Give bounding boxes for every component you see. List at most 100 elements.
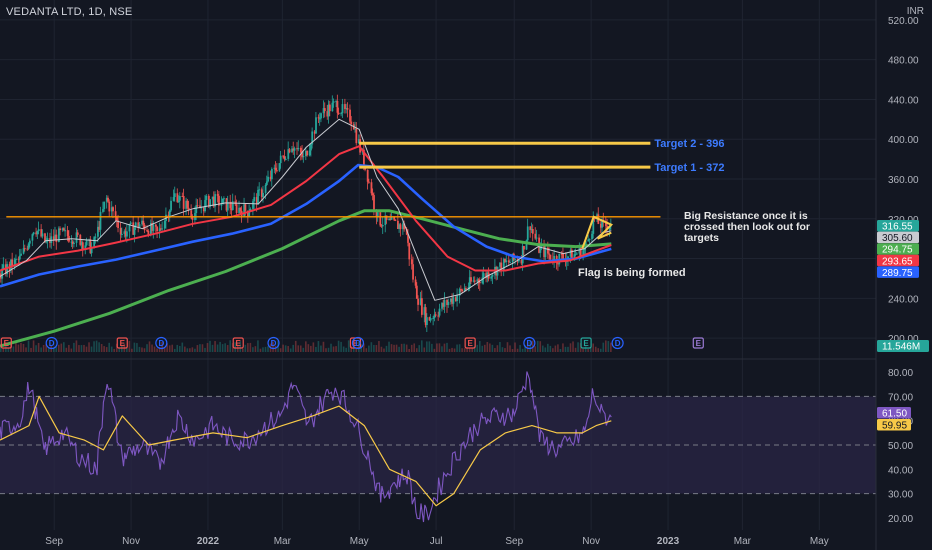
candle-body bbox=[178, 196, 181, 201]
candle-body bbox=[44, 233, 46, 242]
volume-bar bbox=[214, 341, 216, 352]
candle-body bbox=[518, 260, 520, 262]
candle-body bbox=[328, 104, 331, 112]
price-label-box bbox=[877, 266, 919, 278]
candle-body bbox=[340, 113, 343, 115]
candle-body bbox=[502, 259, 505, 272]
volume-bar bbox=[443, 343, 446, 352]
volume-bar bbox=[110, 346, 113, 352]
volume-bar bbox=[398, 346, 400, 352]
candle-body bbox=[112, 207, 114, 212]
volume-bar bbox=[375, 345, 378, 352]
volume-bar bbox=[136, 343, 138, 352]
rsi-tick-label: 70.00 bbox=[888, 392, 913, 403]
volume-bar bbox=[37, 342, 40, 352]
volume-bar bbox=[501, 347, 504, 352]
volume-bar bbox=[194, 348, 196, 352]
target-1-label: Target 1 - 372 bbox=[654, 162, 724, 174]
volume-bar bbox=[181, 342, 184, 352]
candle-body bbox=[264, 184, 267, 193]
price-label: 294.75 bbox=[882, 245, 913, 256]
candle-body bbox=[451, 298, 454, 304]
candle-body bbox=[310, 144, 312, 151]
volume-bar bbox=[15, 343, 17, 352]
candle-body bbox=[385, 215, 388, 221]
event-letter: D bbox=[355, 339, 361, 348]
rsi-tick-label: 20.00 bbox=[888, 514, 913, 525]
candle-body bbox=[357, 139, 360, 144]
volume-bar bbox=[310, 345, 312, 352]
candle-body bbox=[11, 259, 14, 267]
candle-body bbox=[485, 273, 488, 279]
volume-bar bbox=[45, 344, 47, 352]
volume-bar bbox=[340, 341, 342, 352]
volume-bar bbox=[176, 344, 179, 352]
price-label: 305.60 bbox=[882, 233, 913, 244]
candle-body bbox=[36, 231, 39, 235]
candle-body bbox=[123, 231, 126, 234]
volume-bar bbox=[209, 340, 211, 352]
candle-body bbox=[196, 205, 199, 207]
volume-bar bbox=[327, 347, 330, 352]
candle-body bbox=[470, 277, 472, 282]
candle-body bbox=[119, 228, 122, 235]
volume-label-box bbox=[877, 340, 929, 352]
event-letter: D bbox=[526, 339, 532, 348]
volume-bar bbox=[75, 340, 78, 352]
volume-bar bbox=[572, 341, 574, 352]
volume-bar bbox=[368, 345, 370, 352]
series-line-ma_blue bbox=[0, 163, 612, 288]
volume-bar bbox=[380, 346, 383, 352]
candle-body bbox=[388, 218, 391, 221]
candle-body bbox=[553, 255, 556, 262]
volume-bar bbox=[441, 346, 443, 352]
volume-bar bbox=[0, 344, 2, 352]
volume-bar bbox=[264, 346, 267, 352]
candle-body bbox=[438, 308, 441, 316]
volume-bar bbox=[415, 348, 418, 352]
volume-bar bbox=[448, 348, 451, 352]
candle-body bbox=[1, 268, 4, 279]
candle-body bbox=[283, 156, 286, 160]
candle-body bbox=[70, 241, 73, 243]
rsi-tick-label: 80.00 bbox=[888, 368, 913, 379]
volume-bar bbox=[400, 343, 403, 352]
volume-bar bbox=[433, 348, 436, 352]
flag-drawing bbox=[581, 215, 614, 249]
event-letter: E bbox=[236, 339, 242, 348]
volume-bar bbox=[158, 346, 161, 352]
candle-body bbox=[521, 246, 524, 264]
volume-bar bbox=[526, 342, 529, 352]
candle-body bbox=[274, 167, 277, 171]
candle-body bbox=[265, 181, 268, 185]
candle-body bbox=[529, 226, 532, 231]
candle-body bbox=[260, 189, 263, 197]
candle-body bbox=[461, 289, 464, 292]
candle-body bbox=[257, 189, 259, 205]
candle-body bbox=[350, 121, 353, 125]
candle-body bbox=[6, 264, 9, 275]
candle-body bbox=[530, 229, 533, 231]
volume-bar bbox=[294, 340, 297, 352]
rsi-value-box bbox=[877, 419, 911, 431]
volume-bar bbox=[191, 347, 194, 352]
x-tick-label: May bbox=[350, 536, 369, 547]
candle-body bbox=[98, 226, 101, 230]
candle-body bbox=[204, 200, 206, 212]
candle-body bbox=[311, 131, 314, 145]
candle-body bbox=[37, 229, 40, 232]
volume-bar bbox=[302, 347, 305, 352]
candle-body bbox=[549, 254, 552, 260]
candle-body bbox=[35, 232, 38, 235]
volume-bar bbox=[83, 344, 85, 352]
volume-bar bbox=[357, 341, 360, 352]
candle-body bbox=[262, 192, 264, 197]
volume-bar bbox=[80, 345, 83, 352]
candle-body bbox=[181, 196, 184, 198]
volume-bar bbox=[305, 341, 307, 352]
symbol-title[interactable]: VEDANTA LTD, 1D, NSE bbox=[6, 6, 133, 18]
volume-bar bbox=[68, 344, 70, 352]
volume-bar bbox=[171, 344, 174, 352]
volume-bar bbox=[504, 348, 506, 352]
